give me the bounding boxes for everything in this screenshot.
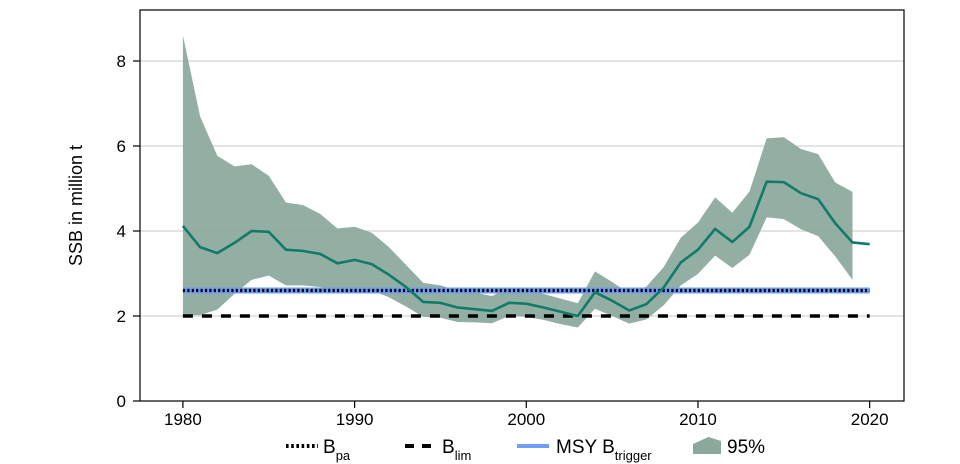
y-tick-label: 8	[117, 52, 126, 71]
legend-item-bpa: Bpa	[286, 437, 351, 463]
legend-item-msy: MSY Btrigger	[517, 437, 652, 463]
x-tick-label: 2000	[507, 410, 545, 429]
confidence-band-layer	[182, 35, 853, 328]
legend: Bpa Blim MSY Btrigger 95%	[286, 437, 765, 463]
legend-label-blim: Blim	[442, 437, 471, 463]
ssb-line	[181, 180, 870, 318]
legend-item-blim: Blim	[405, 437, 471, 463]
y-tick-label: 4	[117, 222, 126, 241]
ci-band-95	[182, 35, 853, 328]
y-axis: 0 2 4 6 8	[117, 52, 140, 411]
y-axis-title: SSB in million t	[66, 145, 86, 266]
y-tick-label: 2	[117, 307, 126, 326]
plot-frame	[139, 9, 905, 402]
legend-label-msy: MSY Btrigger	[556, 437, 652, 463]
legend-item-ci: 95%	[693, 437, 765, 458]
legend-swatch-ci	[693, 437, 721, 454]
x-tick-label: 2020	[851, 410, 889, 429]
series-layer	[181, 180, 870, 318]
x-axis: 1980 1990 2000 2010 2020	[164, 401, 889, 429]
y-tick-label: 0	[117, 392, 126, 411]
x-tick-label: 1990	[336, 410, 374, 429]
x-tick-label: 2010	[679, 410, 717, 429]
x-tick-label: 1980	[164, 410, 202, 429]
legend-label-bpa: Bpa	[323, 437, 351, 463]
y-tick-label: 6	[117, 137, 126, 156]
reference-lines-layer	[182, 287, 870, 318]
legend-label-ci: 95%	[727, 437, 765, 458]
